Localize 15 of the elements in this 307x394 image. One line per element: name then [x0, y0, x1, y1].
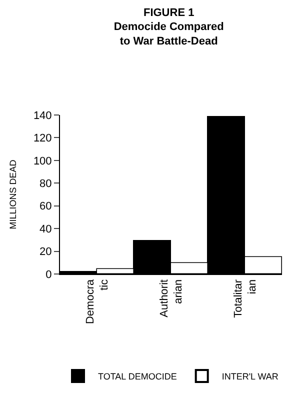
legend-label: TOTAL DEMOCIDE	[98, 371, 177, 382]
y-axis-title: MILLIONS DEAD	[8, 159, 18, 230]
y-tick-label: 40	[40, 223, 52, 236]
y-tick-label: 140	[33, 110, 52, 122]
y-tick-label: 100	[33, 155, 52, 168]
x-tick-label: Totalitar ian	[232, 279, 259, 318]
y-tick-label: 80	[40, 178, 52, 190]
y-tick-label: 120	[33, 132, 52, 145]
legend-label: INTER'L WAR	[222, 371, 279, 382]
y-tick-label: 60	[40, 200, 52, 213]
y-tick-label: 0	[46, 268, 52, 281]
chart-title: FIGURE 1 Democide Compared to War Battle-Dead	[114, 6, 224, 48]
x-tick-label: Authorit arian	[158, 279, 185, 318]
x-tick-label: Democra tic	[84, 278, 111, 324]
y-tick-label: 20	[40, 246, 52, 258]
